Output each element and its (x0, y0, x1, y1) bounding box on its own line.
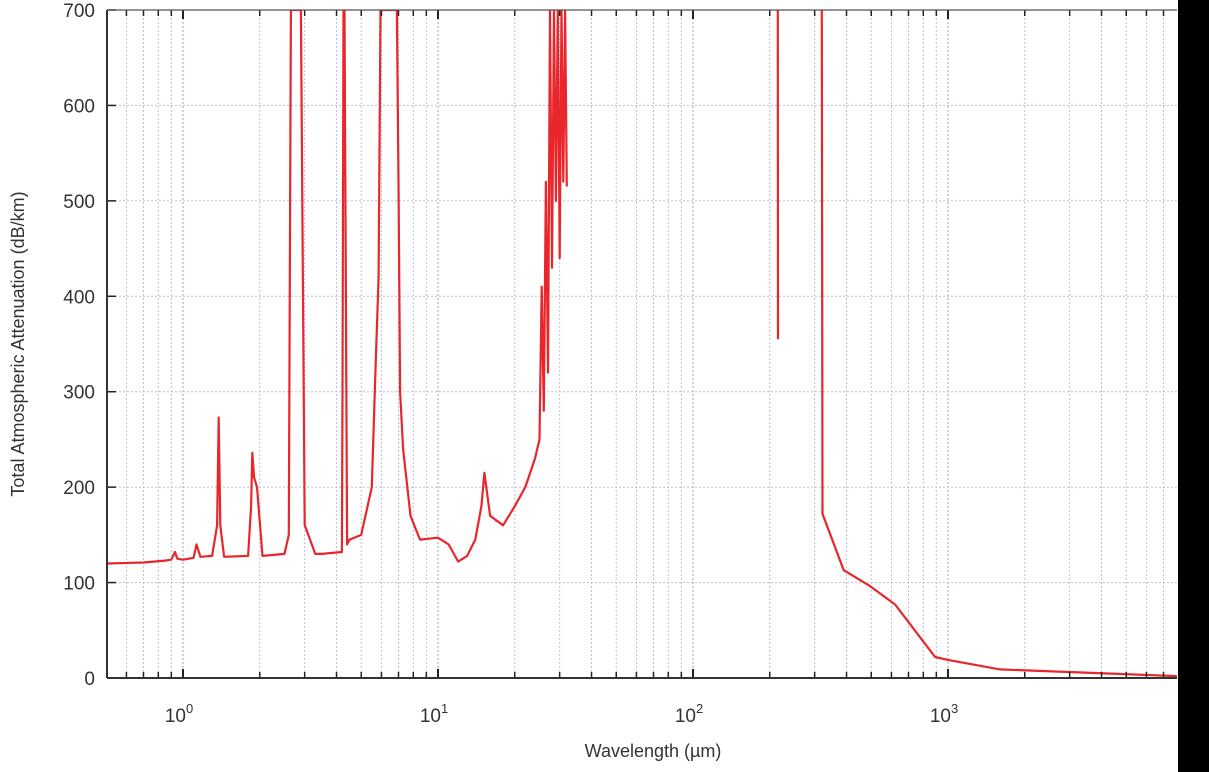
x-tick-labels: 100 101 102 103 (165, 701, 958, 727)
x-tick-label: 102 (675, 701, 703, 727)
series-line-segment (820, 10, 1177, 678)
axes (106, 9, 1177, 679)
y-tick-label: 300 (63, 383, 95, 404)
x-axis-title: Wavelength (µm) (585, 741, 722, 761)
y-tick-label: 500 (63, 192, 95, 213)
x-tick-label: 101 (420, 701, 448, 727)
x-tick-label: 100 (165, 701, 193, 727)
attenuation-series (107, 10, 1177, 678)
series-line-segment (107, 10, 568, 565)
y-axis-title: Total Atmospheric Attenuation (dB/km) (8, 191, 28, 496)
y-tick-label: 700 (63, 1, 95, 22)
y-tick-label: 600 (63, 96, 95, 117)
y-tick-label: 100 (63, 574, 95, 595)
y-tick-label: 200 (63, 478, 95, 499)
y-tick-labels: 0 100 200 300 400 500 600 700 (63, 1, 95, 690)
grid (107, 9, 1177, 679)
y-tick-label: 0 (84, 669, 95, 690)
cropped-edge (1178, 0, 1209, 772)
x-tick-label: 103 (930, 701, 958, 727)
y-tick-label: 400 (63, 287, 95, 308)
